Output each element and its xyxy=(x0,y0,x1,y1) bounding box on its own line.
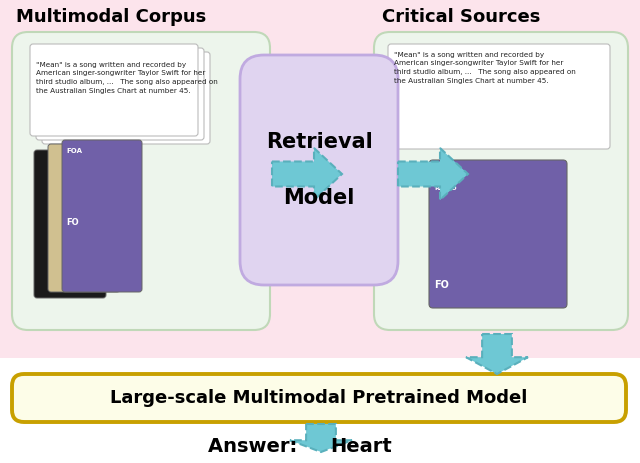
Polygon shape xyxy=(466,334,528,374)
FancyBboxPatch shape xyxy=(36,48,204,140)
Text: Multimodal Corpus: Multimodal Corpus xyxy=(16,8,206,26)
Text: Large-scale Multimodal Pretrained Model: Large-scale Multimodal Pretrained Model xyxy=(110,389,528,407)
Polygon shape xyxy=(398,148,468,200)
Text: Heart: Heart xyxy=(330,437,392,456)
Text: Retrieval: Retrieval xyxy=(266,132,372,152)
Text: "Mean" is a song written and recorded by
American singer-songwriter Taylor Swift: "Mean" is a song written and recorded by… xyxy=(36,62,218,94)
FancyBboxPatch shape xyxy=(30,44,198,136)
Text: iHeart
RADIO: iHeart RADIO xyxy=(434,180,456,191)
Text: FOA: FOA xyxy=(434,164,451,173)
FancyBboxPatch shape xyxy=(240,55,398,285)
FancyBboxPatch shape xyxy=(388,44,610,149)
Text: Critical Sources: Critical Sources xyxy=(382,8,540,26)
Text: "Mean" is a song written and recorded by
American singer-songwriter Taylor Swift: "Mean" is a song written and recorded by… xyxy=(394,52,576,83)
FancyBboxPatch shape xyxy=(0,358,640,463)
FancyBboxPatch shape xyxy=(429,160,567,308)
FancyBboxPatch shape xyxy=(374,32,628,330)
FancyBboxPatch shape xyxy=(12,374,626,422)
Text: FO: FO xyxy=(66,218,79,227)
Text: Model: Model xyxy=(284,188,355,207)
Text: FOA: FOA xyxy=(66,148,82,154)
Polygon shape xyxy=(272,148,342,200)
Text: Answer:: Answer: xyxy=(208,437,304,456)
Polygon shape xyxy=(290,424,352,452)
FancyBboxPatch shape xyxy=(42,52,210,144)
Text: FO: FO xyxy=(434,280,449,290)
FancyBboxPatch shape xyxy=(34,150,106,298)
FancyBboxPatch shape xyxy=(12,32,270,330)
FancyBboxPatch shape xyxy=(62,140,142,292)
FancyBboxPatch shape xyxy=(48,144,120,292)
